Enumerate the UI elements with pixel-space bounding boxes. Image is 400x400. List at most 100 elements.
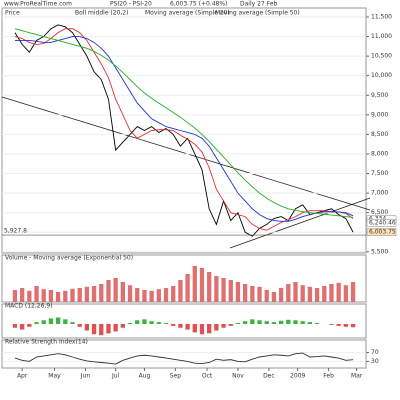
reference-label: 5,927.8 [4,228,27,235]
bar [228,324,233,326]
legend-entry: Moving average (Simple 50) [215,10,300,17]
x-tick-label: Nov [232,373,244,380]
bar [235,282,241,302]
bar [113,278,118,302]
bar [99,284,104,302]
bar [113,324,118,332]
bar [199,324,205,335]
bar [48,290,54,302]
bar [142,290,147,302]
bar [127,285,133,302]
y-tick-label: 9,000 [371,111,388,118]
bar [271,322,277,324]
bar [350,282,356,302]
bar [84,324,90,331]
y-tick-label: 6,500 [371,209,388,216]
bar [178,280,183,302]
bar [221,278,226,302]
bar [142,319,147,324]
x-tick-label: Apr [17,373,28,380]
bar [120,324,126,328]
bar [156,322,161,324]
bar [63,319,68,324]
trend-line [229,197,371,249]
bar [235,323,241,324]
y-tick-label: 8,000 [371,150,388,157]
series-line [14,28,354,231]
series-line [14,24,354,237]
price-label-box [366,219,397,227]
bar [12,324,18,328]
x-tick-label: Jun [80,373,91,380]
bar [207,324,212,334]
bar [264,290,269,302]
bar [250,319,255,324]
bar [55,292,61,302]
panel-title: Volume - Moving average (Exponential 50) [5,255,133,262]
bar [307,322,313,324]
legend-entry: Moving average (Simple 20) [145,10,230,17]
x-tick-label: May [48,373,61,380]
bar [99,324,104,336]
bar [163,323,169,324]
bar [264,321,269,324]
bar [185,274,190,302]
y-tick-label: 5,500 [371,248,388,255]
series-line [14,352,354,365]
bar [149,290,154,302]
bar [178,324,183,328]
bar [300,321,305,324]
bar [322,286,327,302]
bar [120,282,126,302]
bar [228,280,233,302]
quote: 6,003.75 (+0.48%) [170,1,227,8]
legend-entry: Price [5,10,20,17]
bar [286,284,291,302]
bar [329,324,334,325]
panel-title: MACD (12,26,9) [5,303,52,310]
series-line [14,36,354,222]
bar [214,324,219,331]
y-tick-label: 9,500 [371,92,388,99]
bar [192,324,197,333]
x-tick-label: Jul [111,373,120,380]
price-frame [1,7,367,254]
bar [149,321,154,324]
bar [70,288,75,302]
bar [91,286,97,302]
bar [350,324,356,328]
bar [271,292,277,302]
y-tick-label: 10,000 [371,72,392,79]
x-tick-label: Sep [170,373,182,380]
bar [70,322,75,324]
volume-frame [1,254,367,303]
bar [343,324,349,327]
bar [242,321,248,324]
panel-title: Relative Strength Index(14) [5,339,88,346]
site: www.ProRealTime.com [4,1,72,8]
bar [293,320,298,324]
period: Daily 27 Feb [240,1,277,8]
bar [199,268,205,302]
series-line [14,28,354,218]
symbol: PSI20 - PSI-20 [110,1,152,8]
bar [293,282,298,302]
bar [343,285,349,302]
y-tick-label: 7,000 [371,190,388,197]
bar [34,322,39,324]
bar [12,290,18,302]
bar [19,288,25,302]
bar [84,286,90,302]
bar [55,317,61,324]
bar [257,286,262,302]
y-tick-label: 10,500 [371,53,392,60]
x-tick-label: Aug [139,373,151,380]
x-tick-label: Mar [351,373,363,380]
bar [314,323,320,324]
bar [192,266,197,302]
bar [214,276,219,302]
bar [106,280,111,302]
y-tick-label: 8,500 [371,131,388,138]
bar [41,289,46,302]
